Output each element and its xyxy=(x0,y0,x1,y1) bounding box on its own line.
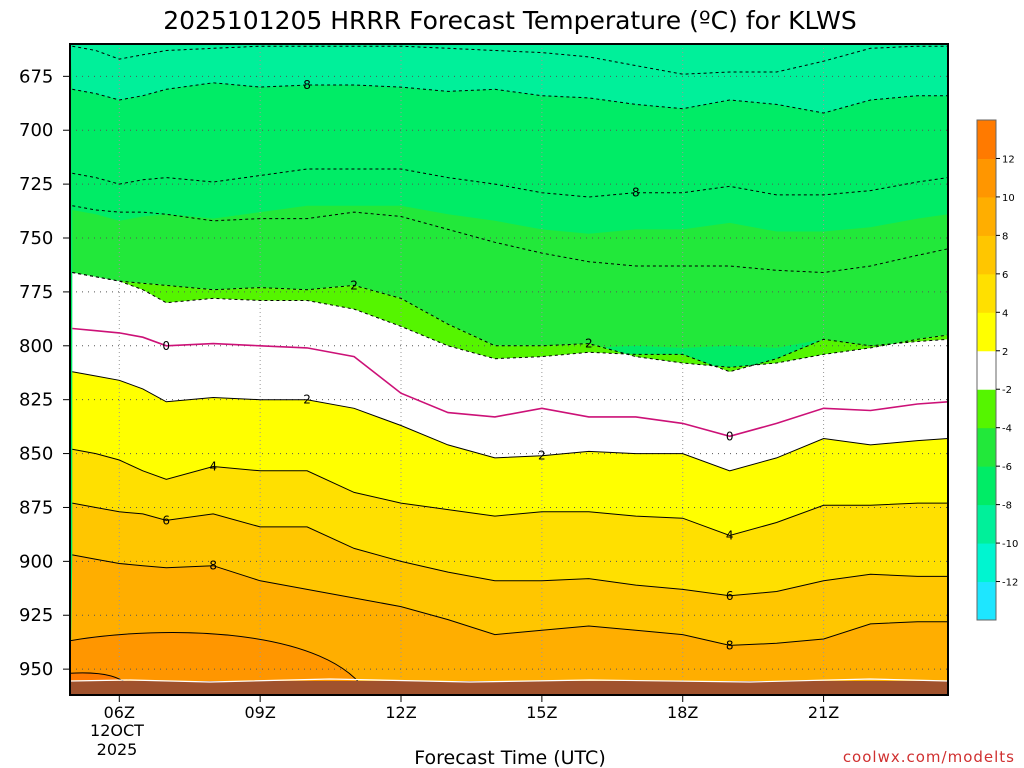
contour-label: 8 xyxy=(726,638,734,652)
colorbar-label: 2 xyxy=(1002,347,1008,358)
isotherm-minus4-dashed xyxy=(72,205,948,274)
ground-fill xyxy=(70,681,948,695)
y-tick-label: 750 xyxy=(19,228,53,249)
contour-label: 4 xyxy=(726,528,734,542)
y-tick-label: 775 xyxy=(19,282,53,303)
y-tick-label: 950 xyxy=(19,659,53,680)
fill-band-minus2 xyxy=(72,272,948,372)
x-tick-label: 12Z xyxy=(385,703,416,722)
colorbar-swatch xyxy=(977,350,996,390)
isotherm-2-dashed xyxy=(72,272,948,368)
colorbar-label: -6 xyxy=(1002,462,1012,473)
temperature-fill-layer xyxy=(70,44,948,695)
colorbar-swatch xyxy=(977,504,996,544)
colorbar-swatch xyxy=(977,312,996,352)
colorbar-label: 10 xyxy=(1002,193,1015,204)
isotherm-6-4 xyxy=(72,502,948,597)
contour-label: 0 xyxy=(726,429,734,443)
contour-label: 8 xyxy=(209,559,217,573)
x-axis-label: Forecast Time (UTC) xyxy=(414,747,605,768)
fill-band-minus8 xyxy=(70,44,948,113)
colorbar-label: -12 xyxy=(1002,578,1018,589)
y-tick-label: 700 xyxy=(19,120,53,141)
x-tick-label: 15Z xyxy=(526,703,557,722)
fill-band-2 xyxy=(72,371,948,536)
time-axis: 06Z 09Z 12Z 15Z 18Z 21Z xyxy=(104,695,839,722)
plot-frame xyxy=(69,43,949,696)
isotherm-8-0 xyxy=(72,82,948,114)
y-tick-label: 925 xyxy=(19,605,53,626)
contour-label: 0 xyxy=(162,339,170,353)
date-line-2: 2025 xyxy=(97,740,138,759)
colorbar: -12 -10 -8 -6 -4 -2 2 4 6 8 10 12 xyxy=(976,119,1018,621)
fill-band-6 xyxy=(72,503,948,646)
y-tick-label: 850 xyxy=(19,444,53,465)
isotherm-10 xyxy=(70,632,369,695)
y-tick-label: 875 xyxy=(19,497,53,518)
colorbar-swatch xyxy=(977,158,996,198)
y-tick-label: 900 xyxy=(19,551,53,572)
chart-title: 2025101205 HRRR Forecast Temperature (ºC… xyxy=(163,6,857,35)
colorbar-label: 6 xyxy=(1002,270,1008,281)
isotherm-0-6 xyxy=(72,327,948,438)
colorbar-swatch xyxy=(977,235,996,275)
isotherm-layer xyxy=(70,45,948,695)
y-tick-label: 825 xyxy=(19,390,53,411)
colorbar-swatch xyxy=(977,120,996,159)
x-tick-label: 21Z xyxy=(808,703,839,722)
colorbar-swatch xyxy=(977,389,996,429)
colorbar-swatch xyxy=(977,427,996,467)
x-tick-label: 09Z xyxy=(244,703,275,722)
contour-label: 4 xyxy=(209,460,217,474)
ground-edge xyxy=(69,678,949,683)
colorbar-swatch xyxy=(977,581,996,621)
contour-label: 2 xyxy=(538,449,546,463)
isotherm-8-1 xyxy=(72,168,948,198)
contour-label: 6 xyxy=(162,513,170,527)
y-tick-label: 675 xyxy=(19,66,53,87)
contour-label: 8 xyxy=(632,186,640,200)
fill-band-4 xyxy=(72,449,948,596)
isotherm-8-5 xyxy=(72,554,948,646)
isotherm-2-2 xyxy=(72,371,948,472)
contour-label: 2 xyxy=(350,278,358,292)
contour-label: 6 xyxy=(726,589,734,603)
colorbar-label: 8 xyxy=(1002,231,1008,242)
isotherm-minus10-dashed xyxy=(72,45,948,75)
colorbar-swatch xyxy=(977,196,996,236)
contour-label-layer: 8 8 2 0 2 4 6 8 2 0 2 4 6 8 xyxy=(162,78,734,652)
contour-label: 2 xyxy=(303,393,311,407)
fill-band-minus4 xyxy=(72,205,948,348)
colorbar-label: 12 xyxy=(1002,154,1015,165)
colorbar-label: -2 xyxy=(1002,385,1012,396)
colorbar-swatch xyxy=(977,466,996,506)
contour-label: 2 xyxy=(585,337,593,351)
date-line-1: 12OCT xyxy=(90,721,144,740)
ground-layer xyxy=(69,678,949,695)
y-tick-label: 800 xyxy=(19,336,53,357)
y-tick-label: 725 xyxy=(19,174,53,195)
colorbar-label: -8 xyxy=(1002,501,1012,512)
isotherm-4-3 xyxy=(72,448,948,537)
colorbar-frame xyxy=(976,119,997,621)
colorbar-label: -10 xyxy=(1002,539,1018,550)
credit-text: coolwx.com/modelts xyxy=(843,748,1015,766)
contour-label: 8 xyxy=(303,78,311,92)
x-tick-label: 18Z xyxy=(667,703,698,722)
pressure-axis: 675 700 725 750 775 800 825 850 875 900 925 950 xyxy=(19,66,70,680)
colorbar-label: 4 xyxy=(1002,308,1008,319)
colorbar-swatch xyxy=(977,273,996,313)
fill-band-0 xyxy=(72,272,948,471)
x-tick-label: 06Z xyxy=(104,703,135,722)
colorbar-label: -4 xyxy=(1002,424,1012,435)
colorbar-swatch xyxy=(977,543,996,583)
isotherm-minus2-dashed xyxy=(72,272,948,373)
